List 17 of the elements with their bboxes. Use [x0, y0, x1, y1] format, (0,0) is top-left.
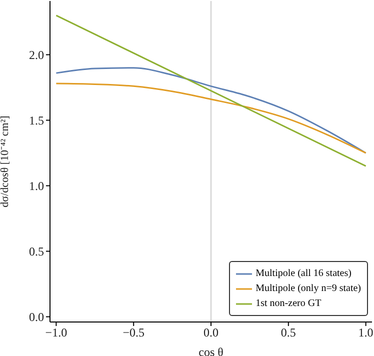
y-tick-label: 2.0 — [29, 48, 44, 62]
y-tick-label: 0.5 — [29, 244, 44, 259]
x-tick-label: −1.0 — [45, 326, 68, 340]
line-series — [55, 82, 367, 154]
x-tick-label: 0.0 — [204, 326, 218, 340]
legend-label: Multipole (only n=9 state) — [256, 282, 361, 296]
x-tick-label: 1.0 — [358, 326, 374, 340]
y-axis-title: dσ/dcosθ [10⁻⁴² cm²] — [0, 116, 11, 208]
y-tick-label: 1.5 — [29, 113, 44, 128]
line-series — [55, 67, 367, 154]
x-tick-label: 0.5 — [280, 326, 296, 340]
y-tick-label: 0.0 — [29, 310, 44, 324]
legend-label: Multipole (all 16 states) — [256, 267, 352, 281]
x-tick-label: −0.5 — [122, 326, 144, 340]
x-axis-title: cos θ — [198, 345, 224, 356]
y-tick-label: 1.0 — [29, 179, 44, 193]
legend-label: 1st non-zero GT — [256, 297, 322, 311]
